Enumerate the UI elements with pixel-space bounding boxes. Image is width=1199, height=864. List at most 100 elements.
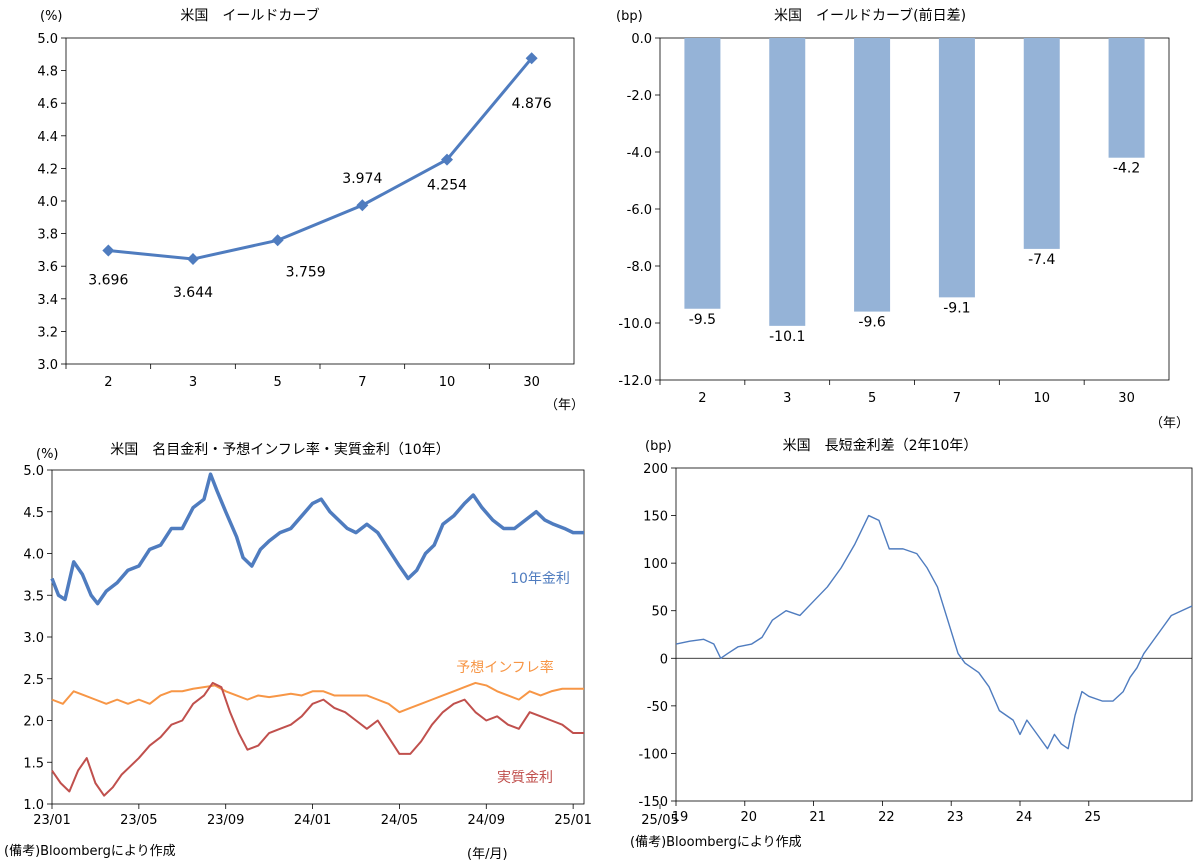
curve-data-label: 3.759 — [286, 264, 326, 280]
chart-change: 米国 イールドカーブ(前日差) (bp) （年） -12.0 -10.0 -8.0 -… — [616, 7, 1189, 431]
rates-series-label: 実質金利 — [497, 770, 553, 786]
curve-plot-area — [65, 37, 575, 365]
y-tick-label: -2.0 — [627, 89, 652, 104]
y-tick-label: -6.0 — [627, 203, 652, 218]
y-tick-label: 3.2 — [37, 325, 58, 340]
change-data-label: -10.1 — [769, 329, 805, 345]
change-bar — [1108, 38, 1145, 158]
curve-point — [102, 244, 115, 257]
curve-point — [187, 253, 199, 266]
change-bar — [684, 38, 721, 309]
y-tick-label: 3.8 — [37, 228, 58, 243]
rates-x-unit: (年/月) — [467, 847, 508, 862]
change-bar — [1023, 38, 1060, 249]
x-tick-label: 7 — [358, 375, 366, 390]
change-data-label: -4.2 — [1113, 161, 1140, 177]
y-tick-label: 0.0 — [631, 32, 652, 47]
x-tick-label: 30 — [1118, 391, 1135, 406]
y-tick-label: -10.0 — [618, 317, 652, 332]
y-tick-label: 3.0 — [37, 358, 58, 373]
rates-series-line — [51, 681, 584, 714]
x-tick-label: 24 — [1016, 810, 1033, 825]
x-tick-label: 25 — [1085, 810, 1102, 825]
x-tick-label: 25/05 — [641, 813, 678, 828]
y-tick-label: 5.0 — [37, 32, 58, 47]
y-tick-label: 50 — [651, 605, 668, 620]
y-tick-label: 200 — [643, 462, 668, 477]
y-tick-label: 150 — [643, 510, 668, 525]
x-tick-label: 3 — [783, 391, 791, 406]
curve-y-unit: (%) — [40, 9, 63, 24]
curve-data-label: 3.644 — [173, 285, 213, 301]
x-tick-label: 10 — [1033, 391, 1050, 406]
y-tick-label: 3.6 — [37, 260, 58, 275]
change-y-unit: (bp) — [616, 9, 643, 24]
y-tick-label: 1.0 — [23, 798, 44, 813]
change-bar — [769, 38, 806, 326]
change-data-label: -9.5 — [689, 312, 716, 328]
rates-y-unit: (%) — [36, 447, 59, 462]
curve-line — [108, 57, 533, 261]
spread-line — [675, 514, 1193, 750]
y-tick-label: -150 — [638, 795, 668, 810]
change-bar — [854, 38, 891, 312]
y-tick-label: 4.8 — [37, 65, 58, 80]
change-title: 米国 イールドカーブ(前日差) — [774, 7, 966, 24]
y-tick-label: 4.0 — [23, 548, 44, 563]
y-tick-label: -12.0 — [618, 374, 652, 389]
x-tick-label: 30 — [523, 375, 540, 390]
y-tick-label: 1.5 — [23, 756, 44, 771]
x-tick-label: 2 — [104, 375, 112, 390]
x-tick-label: 24/09 — [468, 813, 505, 828]
y-tick-label: -100 — [638, 747, 668, 762]
y-tick-label: 2.5 — [23, 673, 44, 688]
rates-series-label: 予想インフレ率 — [456, 659, 554, 676]
y-tick-label: 3.5 — [23, 589, 44, 604]
y-tick-label: 4.0 — [37, 195, 58, 210]
y-tick-label: 4.2 — [37, 162, 58, 177]
y-tick-label: 4.5 — [23, 506, 44, 521]
curve-title: 米国 イールドカーブ — [180, 7, 319, 24]
y-tick-label: -8.0 — [627, 260, 652, 275]
y-tick-label: 2.0 — [23, 715, 44, 730]
x-tick-label: 21 — [809, 810, 826, 825]
curve-data-label: 4.254 — [427, 178, 467, 194]
spread-y-unit: (bp) — [645, 439, 672, 454]
chart-curve: 米国 イールドカーブ (%) （年） 3.0 3.2 3.4 3.6 3.8 4.0 4.2… — [37, 7, 584, 413]
x-tick-label: 23/05 — [120, 813, 157, 828]
curve-x-unit: （年） — [545, 398, 584, 413]
curve-data-label: 4.876 — [512, 96, 552, 112]
x-tick-label: 24/01 — [294, 813, 331, 828]
y-tick-label: -4.0 — [627, 146, 652, 161]
rates-series-line — [51, 681, 584, 797]
x-tick-label: 20 — [741, 810, 758, 825]
y-tick-label: 100 — [643, 557, 668, 572]
change-data-label: -9.6 — [858, 315, 885, 331]
x-tick-label: 5 — [868, 391, 876, 406]
y-tick-label: 0 — [660, 652, 668, 667]
x-tick-label: 5 — [274, 375, 282, 390]
change-x-unit: （年） — [1150, 416, 1189, 431]
x-tick-label: 24/05 — [381, 813, 418, 828]
note-right: (備考)Bloombergにより作成 — [630, 834, 802, 850]
spread-title: 米国 長短金利差（2年10年） — [783, 438, 978, 454]
curve-point — [271, 234, 284, 247]
y-tick-label: 5.0 — [23, 464, 44, 479]
note-left: (備考)Bloombergにより作成 — [4, 843, 176, 859]
curve-point — [356, 199, 369, 212]
chart-spread: 米国 長短金利差（2年10年） (bp) -150 -100 -50 0 50 100 15… — [638, 438, 1193, 825]
spread-plot-area — [675, 467, 1193, 802]
y-tick-label: -50 — [647, 700, 668, 715]
y-tick-label: 3.4 — [37, 293, 58, 308]
x-tick-label: 23/01 — [33, 813, 70, 828]
curve-data-label: 3.696 — [88, 273, 128, 289]
rates-plot-area — [51, 469, 585, 805]
x-tick-label: 7 — [953, 391, 961, 406]
x-tick-label: 25/01 — [554, 813, 591, 828]
y-tick-label: 4.6 — [37, 97, 58, 112]
curve-data-label: 3.974 — [342, 171, 382, 187]
x-tick-label: 22 — [878, 810, 895, 825]
change-plot-area — [659, 37, 1170, 381]
change-data-label: -9.1 — [943, 300, 970, 316]
